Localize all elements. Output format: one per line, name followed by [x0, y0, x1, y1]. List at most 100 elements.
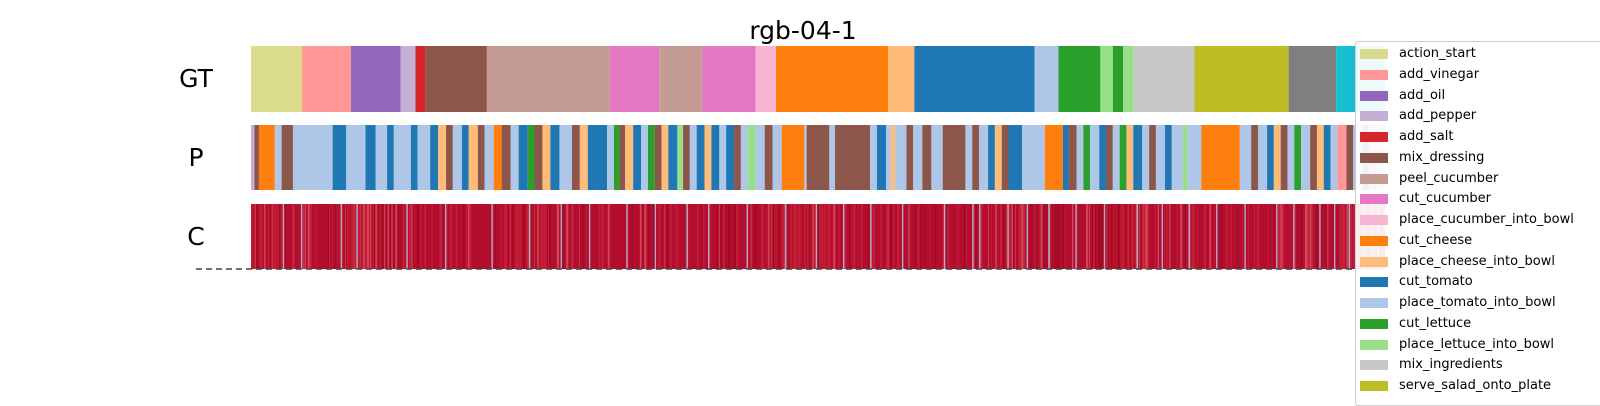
p-segment-place-tomato-into-bowl: [755, 125, 765, 190]
gt-segment-mix-ingredients: [1133, 46, 1195, 112]
legend-swatch: [1360, 132, 1388, 142]
confidence-stripe: [857, 204, 859, 269]
p-segment-place-tomato-into-bowl: [1090, 125, 1100, 190]
p-segment-mix-dressing: [1068, 125, 1077, 190]
p-segment-mix-dressing: [734, 125, 741, 190]
confidence-stripe: [253, 204, 255, 269]
confidence-stripe: [798, 204, 801, 269]
confidence-stripe: [653, 204, 655, 269]
p-segment-place-tomato-into-bowl: [913, 125, 923, 190]
confidence-stripe: [341, 204, 344, 269]
p-segment-mix-dressing: [942, 125, 966, 190]
confidence-stripe: [887, 204, 889, 269]
confidence-stripe: [337, 204, 339, 269]
gt-segment-place-lettuce-into-bowl: [1100, 46, 1113, 112]
confidence-stripe: [1271, 204, 1273, 269]
confidence-stripe: [546, 204, 549, 269]
p-segment-mix-dressing: [922, 125, 932, 190]
legend-swatch: [1360, 173, 1388, 184]
gt-segment-cut-cucumber: [610, 46, 660, 112]
confidence-stripe: [1040, 204, 1043, 269]
confidence-stripe: [1203, 204, 1206, 269]
legend-item-add-oil: add_oil: [1356, 86, 1600, 106]
confidence-low-stripe: [282, 204, 285, 269]
p-segment-place-tomato-into-bowl: [772, 125, 782, 190]
confidence-stripe: [1307, 204, 1310, 269]
confidence-stripe: [579, 204, 582, 269]
confidence-stripe: [387, 204, 390, 269]
legend-item-place-cheese-into-bowl: place_cheese_into_bowl: [1356, 252, 1600, 272]
confidence-stripe: [375, 204, 378, 269]
confidence-stripe: [556, 204, 558, 269]
confidence-stripe: [1300, 204, 1303, 269]
confidence-low-stripe: [1333, 204, 1336, 269]
confidence-stripe: [915, 204, 917, 269]
confidence-stripe: [362, 204, 364, 269]
confidence-stripe: [827, 204, 829, 269]
p-segment-add-pepper: [251, 125, 255, 190]
p-segment-cut-tomato: [410, 125, 418, 190]
p-segment-add-vinegar: [1337, 125, 1347, 190]
confidence-stripe: [378, 204, 380, 269]
confidence-stripe: [343, 204, 345, 269]
legend-item-add-salt: add_salt: [1356, 127, 1600, 147]
confidence-stripe: [380, 204, 382, 269]
legend-label: cut_lettuce: [1399, 315, 1472, 331]
confidence-low-stripe: [444, 204, 447, 269]
p-segment-cut-cheese: [781, 125, 805, 190]
confidence-stripe: [806, 204, 807, 269]
confidence-stripe: [398, 204, 400, 269]
confidence-stripe: [1180, 204, 1183, 269]
confidence-stripe: [506, 204, 508, 269]
confidence-stripe: [542, 204, 544, 269]
confidence-stripe: [1023, 204, 1026, 269]
p-segment-cut-tomato: [726, 125, 735, 190]
confidence-stripe: [1124, 204, 1126, 269]
confidence-stripe: [1129, 204, 1132, 269]
legend-swatch: [1360, 277, 1388, 288]
confidence-stripe: [1341, 204, 1343, 269]
legend-item-cut-lettuce: cut_lettuce: [1356, 314, 1600, 334]
confidence-low-stripe: [979, 204, 981, 269]
p-segment-place-cheese-into-bowl: [890, 125, 896, 190]
legend-label: cut_tomato: [1399, 274, 1473, 290]
p-segment-cut-tomato: [365, 125, 376, 190]
confidence-stripe: [443, 204, 446, 269]
confidence-stripe: [1267, 204, 1269, 269]
confidence-stripe: [540, 204, 543, 269]
confidence-stripe: [1346, 204, 1349, 269]
confidence-stripe: [697, 204, 699, 269]
confidence-stripe: [1062, 204, 1065, 269]
confidence-stripe: [345, 204, 346, 269]
confidence-stripe: [389, 204, 391, 269]
p-segment-cut-cheese: [258, 125, 275, 190]
confidence-stripe: [273, 204, 275, 269]
confidence-stripe: [1064, 204, 1066, 269]
p-segment-place-tomato-into-bowl: [895, 125, 907, 190]
confidence-low-stripe: [528, 204, 531, 269]
p-segment-mix-dressing: [1310, 125, 1317, 190]
p-segment-cut-tomato: [332, 125, 347, 190]
confidence-stripe: [975, 204, 977, 269]
gt-segment-cut-lettuce: [1112, 46, 1124, 112]
confidence-stripe: [1127, 204, 1130, 269]
confidence-low-stripe: [1244, 204, 1246, 269]
confidence-stripe: [1281, 204, 1283, 269]
confidence-stripe: [749, 204, 751, 269]
gt-segment-cut-lettuce: [1058, 46, 1101, 112]
confidence-stripe: [733, 204, 736, 269]
confidence-stripe: [1350, 204, 1353, 269]
confidence-stripe: [1282, 204, 1285, 269]
legend-label: serve_salad_onto_plate: [1399, 378, 1552, 393]
confidence-stripe: [440, 204, 442, 269]
confidence-stripe: [934, 204, 936, 269]
confidence-stripe: [1258, 204, 1260, 269]
confidence-stripe: [772, 204, 775, 269]
confidence-stripe: [1307, 204, 1309, 269]
confidence-low-stripe: [686, 204, 688, 269]
confidence-stripe: [838, 204, 840, 269]
confidence-bar: [251, 204, 1385, 269]
p-segment-mix-dressing: [1346, 125, 1354, 190]
legend-item-place-lettuce-into-bowl: place_lettuce_into_bowl: [1356, 335, 1600, 355]
confidence-stripe: [254, 204, 256, 269]
